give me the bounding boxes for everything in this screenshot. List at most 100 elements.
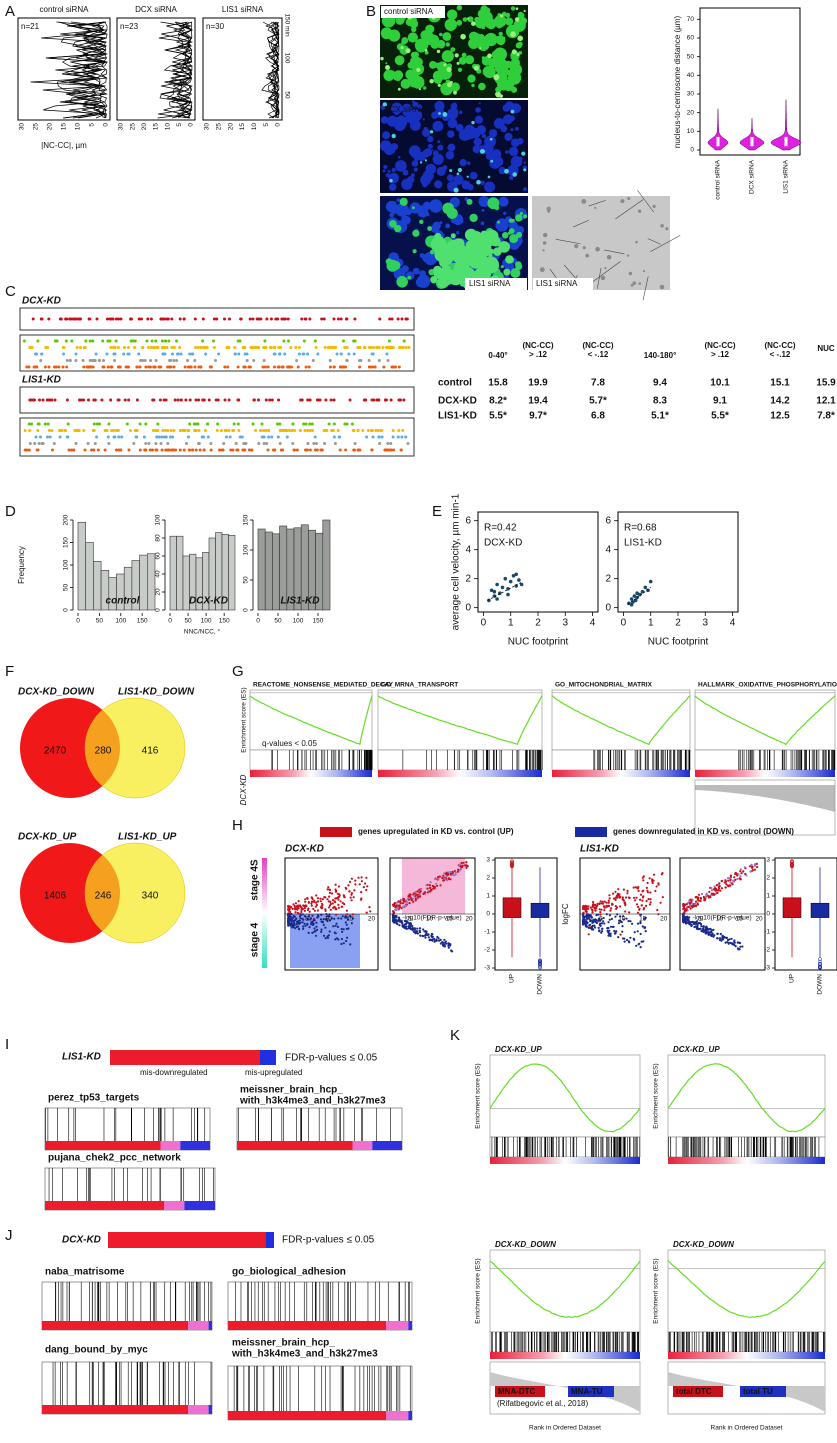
event (358, 359, 361, 362)
panel-label: F (5, 663, 14, 680)
rank-strip (42, 1321, 188, 1330)
event (106, 353, 109, 356)
cell (416, 68, 420, 72)
gene-set-title: pujana_chek2_pcc_network (48, 1153, 181, 1164)
bar (177, 536, 184, 610)
gene-point (598, 930, 600, 932)
event (106, 318, 109, 321)
cell (484, 33, 497, 46)
cell (467, 184, 474, 191)
event (327, 346, 330, 349)
event (378, 442, 381, 445)
cell (470, 172, 478, 180)
gene-point (426, 888, 428, 890)
event (397, 429, 400, 432)
gene-point (590, 907, 592, 909)
gene-point (640, 933, 642, 935)
gene-point (645, 930, 647, 932)
gene-point (420, 888, 422, 890)
event (30, 399, 33, 402)
gene-point (698, 900, 700, 902)
gene-point (582, 915, 584, 917)
event (371, 429, 374, 432)
event (28, 449, 31, 452)
y-tick-label: 50 (687, 53, 695, 60)
cell (515, 17, 520, 22)
plot-frame (668, 1055, 825, 1137)
gene-point (406, 901, 408, 903)
cell (547, 210, 550, 213)
event (160, 436, 163, 439)
cell (453, 91, 457, 95)
x-tick-label: 30 (118, 123, 125, 131)
gene-point (710, 887, 712, 889)
gene-point (335, 897, 337, 899)
table-cell: 7.8 (591, 378, 605, 389)
cell (505, 150, 509, 154)
event (372, 353, 375, 356)
gene-point (452, 872, 454, 874)
gene-point (585, 905, 587, 907)
cell (515, 214, 522, 221)
event (306, 442, 309, 445)
cell (401, 37, 408, 44)
event (267, 436, 270, 439)
event (103, 366, 106, 369)
gene-point (642, 940, 644, 942)
gene-point (338, 885, 340, 887)
event (33, 366, 36, 369)
gene-point (693, 905, 695, 907)
gene-point (612, 893, 614, 895)
cell (457, 5, 462, 10)
event (166, 346, 169, 349)
plot-frame (378, 690, 542, 750)
event (223, 366, 226, 369)
gene-point (700, 897, 702, 899)
gene-point (623, 900, 625, 902)
event (276, 318, 279, 321)
event (332, 346, 335, 349)
event (106, 340, 109, 343)
gene-point (590, 914, 592, 916)
gene-point (351, 878, 353, 880)
es-curve (668, 1064, 825, 1132)
gene-point (739, 946, 741, 948)
event (315, 442, 318, 445)
event (287, 318, 290, 321)
event (164, 340, 167, 343)
y-tick-label: 0 (605, 602, 611, 613)
event (117, 346, 120, 349)
table-cell: 10.1 (710, 378, 730, 389)
event (172, 359, 175, 362)
event (146, 318, 149, 321)
gene-point (603, 909, 605, 911)
event (212, 340, 215, 343)
gene-point (613, 898, 615, 900)
x-tick-label: 25 (129, 123, 136, 131)
rank-strip (408, 1411, 412, 1420)
event (367, 429, 370, 432)
event (133, 346, 136, 349)
gene-point (340, 943, 342, 945)
rank-strip (372, 1141, 402, 1150)
gene-point (702, 927, 704, 929)
event (59, 436, 62, 439)
gene-point (614, 933, 616, 935)
gene-point (329, 901, 331, 903)
cell (512, 172, 517, 177)
column-header: < -.12 (770, 350, 791, 359)
y-tick-label: 20 (155, 588, 162, 596)
event (42, 399, 45, 402)
cell (456, 124, 464, 132)
event (291, 442, 294, 445)
cell (380, 57, 383, 60)
gene-point (313, 919, 315, 921)
gene-point (459, 863, 461, 865)
gene-point (437, 876, 439, 878)
event (237, 399, 240, 402)
event (240, 318, 243, 321)
y-tick-label: -3 (484, 965, 490, 972)
gene-point (708, 896, 710, 898)
event (388, 340, 391, 343)
cell (471, 40, 478, 47)
